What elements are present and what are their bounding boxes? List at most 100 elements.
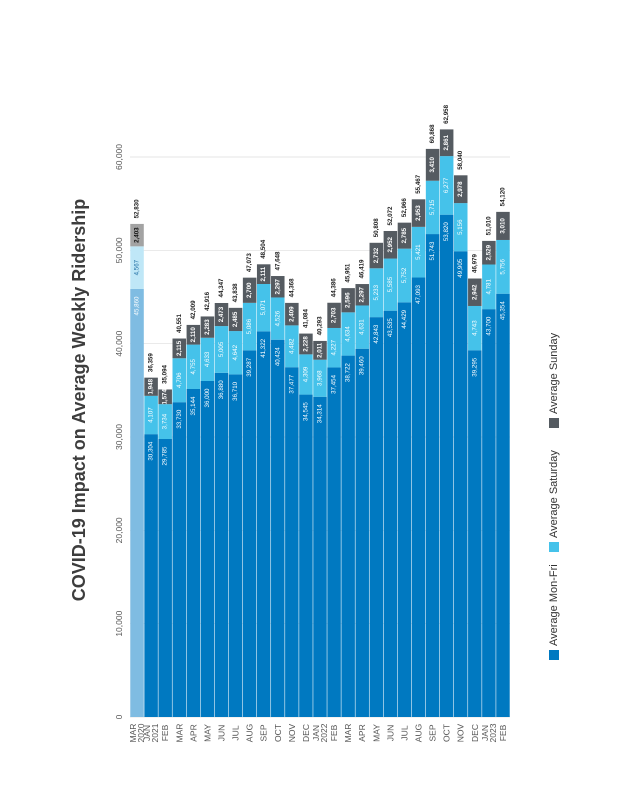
bar-monfri [397,302,412,717]
bar-saturday [355,305,369,349]
data-label-sunday: 2,978 [457,181,464,197]
bar-saturday [172,358,187,403]
bar-saturday [158,404,172,440]
bar-sunday [172,338,187,359]
legend-swatch [549,542,559,552]
data-label-sunday: 3,410 [429,157,436,173]
data-label-total: 44,368 [288,278,295,297]
bar-sunday [285,302,299,326]
bar-saturday [313,359,327,397]
data-label-sunday: 2,297 [274,278,281,294]
x-tick-label: AUG [245,724,255,742]
x-tick-label: FEB [498,724,508,741]
data-label-total: 58,040 [457,150,464,169]
bar-sunday [496,211,510,240]
x-tick-label: FEB [329,724,339,741]
bar-saturday [439,156,454,215]
legend-item: Average Saturday [548,450,560,552]
data-label-monfri: 45,354 [499,301,506,320]
data-label-sunday: 2,115 [176,340,183,356]
bar-sunday [299,333,313,355]
x-tick-label: MAY [371,724,381,742]
data-label-sunday: 2,732 [373,247,380,263]
data-label-sunday: 2,110 [190,327,197,343]
bar-saturday [186,344,201,389]
y-tick-label: 40,000 [114,330,124,356]
x-tick-label: 2021 [150,723,160,742]
x-tick-label: MAR [343,724,353,743]
data-label-saturday: 4,755 [190,358,197,374]
bar-sunday [158,389,172,405]
data-label-monfri: 45,860 [134,296,141,315]
bar-sunday [271,276,285,298]
data-label-saturday: 4,107 [148,407,155,423]
x-tick-label: MAR [128,724,138,743]
y-tick-label: 10,000 [114,610,124,636]
bar-saturday [496,239,510,294]
data-label-saturday: 5,071 [260,299,267,315]
bar-sunday [186,324,201,345]
data-label-monfri: 49,905 [457,258,464,277]
bar-saturday [468,305,482,351]
data-label-total: 60,868 [429,124,436,143]
bar-monfri [439,214,454,717]
bar-saturday [200,337,215,381]
data-label-total: 52,830 [134,199,141,218]
bar-saturday [369,268,384,318]
data-label-sunday: 2,529 [485,244,492,260]
data-label-sunday: 2,953 [415,205,422,221]
bar-monfri [425,234,440,717]
data-label-total: 52,966 [401,198,408,217]
x-tick-label: 2022 [319,723,329,742]
y-tick-label: 50,000 [114,237,124,263]
data-label-sunday: 2,111 [260,266,267,281]
data-label-monfri: 40,424 [274,347,281,366]
bar-sunday [369,242,384,269]
data-label-monfri: 51,743 [429,241,436,260]
data-label-monfri: 42,843 [373,324,380,343]
legend-swatch [549,650,559,660]
bar-monfri [453,251,468,717]
data-label-monfri: 37,454 [331,374,338,393]
bar-saturday [285,325,299,368]
data-label-saturday: 4,526 [274,310,281,326]
x-tick-label: SEP [428,724,438,741]
x-tick-label: NOV [456,723,466,742]
bar-monfri [482,309,496,717]
bar-monfri [158,439,172,717]
bar-monfri [256,331,271,717]
bar-monfri [186,388,201,717]
bar-sunday [144,377,158,396]
bar-sunday [482,240,496,265]
x-tick-label: JUL [399,725,409,740]
data-label-saturday: 6,277 [443,177,450,193]
data-label-total: 43,838 [232,283,239,302]
data-label-sunday: 2,942 [471,284,478,300]
bar-monfri [172,402,187,717]
bar-saturday [327,327,341,368]
legend-label: Average Mon-Fri [548,564,560,646]
data-label-sunday: 2,297 [359,286,366,302]
x-tick-label: OCT [273,724,283,742]
data-label-saturday: 4,642 [232,344,239,360]
bar-monfri [144,434,158,717]
data-label-saturday: 5,752 [401,267,408,283]
bar-saturday [383,258,398,311]
data-label-total: 47,648 [274,251,281,270]
bar-sunday [327,302,341,328]
x-tick-label: NOV [287,723,297,742]
bar-saturday [214,326,229,373]
data-label-monfri: 34,314 [317,404,324,423]
data-label-saturday: 5,585 [387,276,394,292]
x-tick-label: APR [188,724,198,741]
data-label-total: 48,504 [260,239,267,258]
x-tick-label: FEB [160,724,170,741]
data-label-total: 46,979 [471,254,478,273]
bar-saturday [397,248,412,303]
bar-monfri [369,317,384,717]
data-label-monfri: 39,460 [359,356,366,375]
data-label-monfri: 34,545 [302,402,309,421]
data-label-monfri: 53,820 [443,222,450,241]
